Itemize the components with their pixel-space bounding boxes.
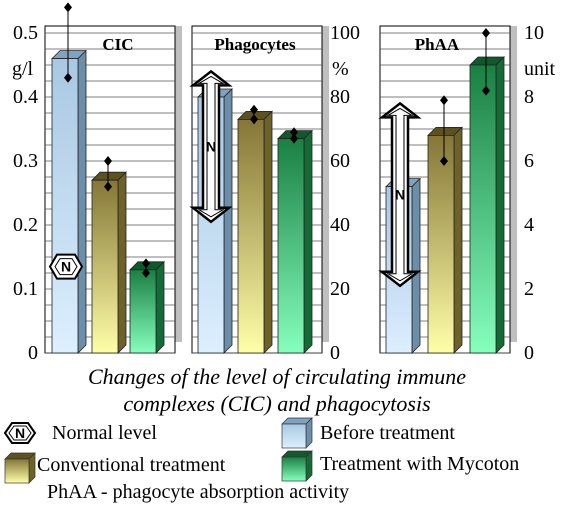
y-tick-label: 0.1 <box>13 278 38 300</box>
bar-side <box>77 49 87 354</box>
y-tick-label: 80 <box>330 86 350 108</box>
legend-conventional-swatch <box>4 452 36 484</box>
error-bar-marker <box>440 95 448 106</box>
bar-1 <box>237 119 265 354</box>
bar-2 <box>277 138 305 354</box>
y-tick-label: 60 <box>330 150 350 172</box>
chart-caption-line1: Changes of the level of circulating immu… <box>88 364 466 389</box>
normal-range-arrow-inner <box>386 107 414 282</box>
y-tick-label: 0.2 <box>13 214 38 236</box>
legend-before-label: Before treatment <box>320 422 455 444</box>
error-bar-marker <box>290 133 298 144</box>
error-bar-marker <box>64 2 72 13</box>
y-tick-label: 0 <box>330 342 340 364</box>
legend-mycoton-swatch <box>281 450 313 482</box>
error-bar-marker <box>482 85 490 96</box>
legend-conventional-label: Conventional treatment <box>37 454 226 476</box>
y-tick-label: 0 <box>28 342 38 364</box>
bar-2 <box>469 64 497 354</box>
bar-side <box>411 177 421 354</box>
y-tick-label: 0.3 <box>13 150 38 172</box>
y-tick-label: 4 <box>524 214 534 236</box>
panel-title: PhAA <box>415 35 460 54</box>
bar-side <box>453 126 463 354</box>
panel-shadow <box>322 26 329 342</box>
legend-mycoton-label: Treatment with Mycoton <box>320 453 519 475</box>
error-bar-marker <box>104 156 112 166</box>
error-bar-marker <box>250 104 258 115</box>
legend-normal-label: Normal level <box>52 422 157 444</box>
y-tick-label: 2 <box>524 278 534 300</box>
error-bar-marker <box>142 258 150 269</box>
chart-panel-phaa: PhAA 0 2 4 6 8 10 unit N <box>378 22 556 364</box>
y-tick-label: 100 <box>330 22 360 44</box>
chart-panel-phagocytes: Phagocytes 0 20 40 60 80 100% N <box>189 22 360 364</box>
y-tick-label: 0 <box>524 342 534 364</box>
legend-note: PhAA - phagocyte absorption activity <box>47 481 349 503</box>
legend-normal-icon: N <box>3 422 37 444</box>
panel-shadow <box>175 26 182 342</box>
error-bar-marker <box>482 28 490 38</box>
bar-1 <box>91 179 119 354</box>
chart-caption-line2: complexes (CIC) and phagocytosis <box>123 391 430 416</box>
error-bar-marker <box>440 156 448 166</box>
error-bar-marker <box>142 268 150 278</box>
normal-range-arrow <box>189 69 233 224</box>
bar-side <box>263 110 273 354</box>
bar-1 <box>427 134 455 354</box>
error-bar-marker <box>64 72 72 83</box>
bar-0 <box>51 58 79 354</box>
error-bar-marker <box>290 127 298 138</box>
y-tick-label: 10 <box>524 22 544 44</box>
y-unit-label: g/l <box>12 58 34 80</box>
y-unit-label: unit <box>524 58 556 80</box>
legend-normal-letter: N <box>15 425 25 441</box>
normal-range-label: N <box>395 187 405 203</box>
panel-title: CIC <box>102 35 133 54</box>
y-tick-label: 20 <box>330 278 350 300</box>
bar-side <box>223 88 233 354</box>
bar-side <box>303 129 313 354</box>
bar-2 <box>129 269 157 354</box>
y-tick-label: 8 <box>524 86 534 108</box>
y-tick-label: 0.5 <box>13 22 38 44</box>
normal-range-arrow <box>378 101 422 288</box>
normal-range-label: N <box>206 139 216 155</box>
panel-title: Phagocytes <box>214 35 296 54</box>
bar-side <box>495 56 505 354</box>
normal-marker-label: N <box>61 259 71 275</box>
y-tick-label: 40 <box>330 214 350 236</box>
bar-side <box>117 171 127 354</box>
normal-range-arrow-inner <box>197 75 225 218</box>
error-bar-marker <box>250 114 258 125</box>
normal-marker-inner <box>54 258 78 276</box>
y-unit-label: % <box>332 58 349 80</box>
error-bar-marker <box>104 181 112 192</box>
chart-panel-cic: CIC 0 0.1 0.2 0.3 0.4 0.5 g/l N <box>12 2 182 364</box>
legend: N Normal level Before treatment Conventi… <box>3 417 519 503</box>
bar-side <box>155 260 165 354</box>
y-tick-label: 0.4 <box>13 86 38 108</box>
legend-before-swatch <box>281 417 313 449</box>
chart-panels: CIC00.10.20.30.40.5g/lNPhagocytes0204060… <box>12 2 556 364</box>
y-tick-label: 6 <box>524 150 534 172</box>
panel-shadow <box>510 26 517 342</box>
